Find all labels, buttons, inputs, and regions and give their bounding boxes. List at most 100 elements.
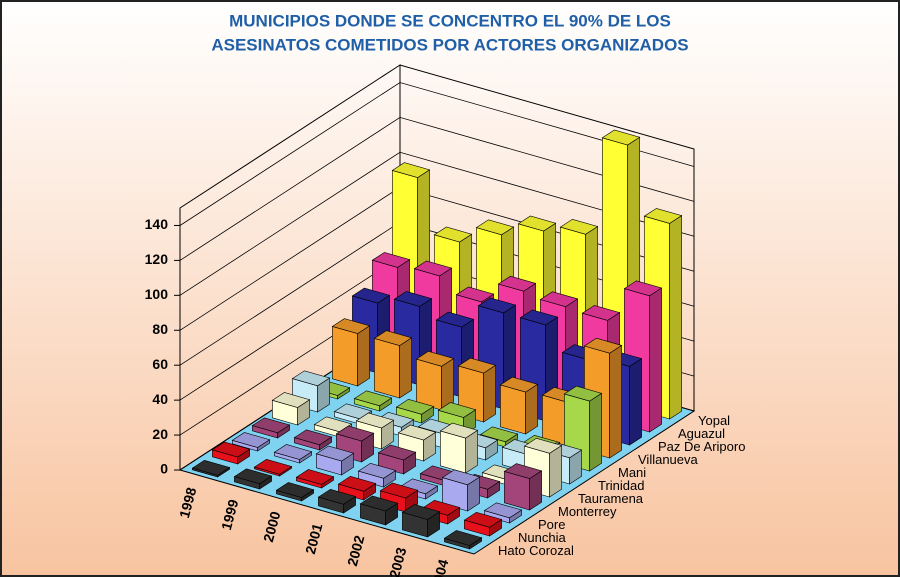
bar-top — [273, 444, 313, 460]
bar-side — [441, 357, 454, 411]
bar-top — [337, 475, 377, 492]
bar-top — [377, 444, 417, 461]
series-label: Pore — [538, 517, 565, 532]
bar-top — [479, 426, 519, 443]
y-tick-label: 0 — [160, 461, 168, 477]
bar-top — [315, 445, 355, 462]
bar — [293, 429, 333, 451]
x-tick-label: 1998 — [176, 485, 200, 519]
grid-line — [179, 82, 695, 226]
y-tick-label: 20 — [152, 426, 168, 442]
bar-top — [373, 330, 413, 346]
bar-top — [563, 385, 603, 402]
bar-top — [601, 129, 641, 146]
bar-top — [335, 425, 375, 442]
series-label: Nunchia — [518, 530, 566, 545]
y-tick-label: 60 — [152, 356, 168, 372]
bar-top — [233, 468, 273, 485]
bar-top — [477, 297, 517, 314]
bar-side — [549, 444, 562, 498]
bar-top — [539, 291, 579, 308]
bar-top — [317, 488, 357, 505]
bar-top — [435, 311, 475, 328]
chart-title: MUNICIPIOS DONDE SE CONCENTRO EL 90% DE … — [229, 11, 671, 30]
chart-title: ASESINATOS COMETIDOS POR ACTORES ORGANIZ… — [211, 35, 688, 54]
bar — [253, 458, 293, 477]
bar — [415, 350, 455, 411]
bar-side — [399, 337, 412, 399]
bar — [483, 502, 523, 524]
bar-top — [293, 429, 333, 446]
bar-top — [457, 357, 497, 374]
bar — [359, 495, 399, 526]
bar-top — [413, 260, 453, 277]
bar-top — [483, 502, 523, 519]
x-tick-label: 2004 — [428, 557, 452, 577]
bar — [275, 482, 315, 502]
series-label: Villanueva — [638, 452, 699, 467]
bar-top — [353, 390, 393, 407]
bar-top — [291, 370, 331, 387]
bar — [503, 463, 543, 511]
bar-top — [559, 218, 599, 235]
series-label: Mani — [618, 465, 646, 480]
bar-top — [455, 286, 495, 303]
bar — [317, 488, 357, 514]
bar — [353, 390, 393, 412]
y-tick-label: 40 — [152, 391, 168, 407]
grid-line — [179, 116, 695, 261]
bar-top — [643, 208, 683, 224]
bar-top — [463, 511, 503, 528]
series-label: Trinidad — [598, 478, 644, 493]
x-tick-label: 2000 — [260, 509, 284, 543]
bar-top — [401, 504, 441, 520]
bar-top — [499, 376, 539, 393]
bar-front — [374, 338, 400, 399]
bar — [295, 469, 335, 489]
x-tick-label: 2002 — [344, 533, 368, 567]
x-tick-label: 2003 — [386, 545, 410, 577]
bar — [499, 376, 539, 435]
bar-top — [497, 275, 537, 292]
bar — [443, 530, 483, 550]
bar-top — [519, 309, 559, 326]
bar — [211, 441, 251, 465]
bar — [233, 468, 273, 490]
bar — [379, 482, 419, 513]
bar-top — [433, 226, 473, 243]
bar — [271, 392, 311, 426]
bar — [251, 417, 291, 439]
y-tick-label: 140 — [145, 216, 169, 232]
bar-top — [623, 280, 663, 297]
bar-top — [275, 482, 315, 498]
bar-side — [609, 344, 622, 459]
bar — [357, 462, 397, 488]
bar — [401, 504, 441, 538]
bar-front — [332, 326, 358, 387]
bar-side — [629, 358, 642, 446]
series-label: Paz De Ariporo — [658, 439, 745, 454]
bar — [337, 475, 377, 501]
bar — [315, 445, 355, 476]
bar-top — [357, 462, 397, 479]
bar-side — [525, 383, 538, 435]
bar-top — [523, 437, 563, 454]
bar-front — [500, 384, 526, 435]
series-label: Yopal — [698, 413, 730, 428]
bar-top — [517, 215, 557, 232]
bar-top — [231, 432, 271, 448]
bar-top — [439, 422, 479, 439]
bar — [291, 370, 331, 413]
bar — [457, 357, 497, 423]
bar-side — [669, 215, 682, 420]
bar — [331, 318, 371, 387]
bar-top — [355, 412, 395, 429]
bar-top — [395, 398, 435, 415]
series-label: Hato Corozal — [498, 543, 574, 558]
bar — [377, 444, 417, 475]
bar-top — [191, 459, 231, 476]
x-tick-label: 1999 — [218, 497, 242, 531]
bar-top — [437, 402, 477, 418]
bar-top — [271, 392, 311, 408]
grid-line — [179, 151, 695, 296]
